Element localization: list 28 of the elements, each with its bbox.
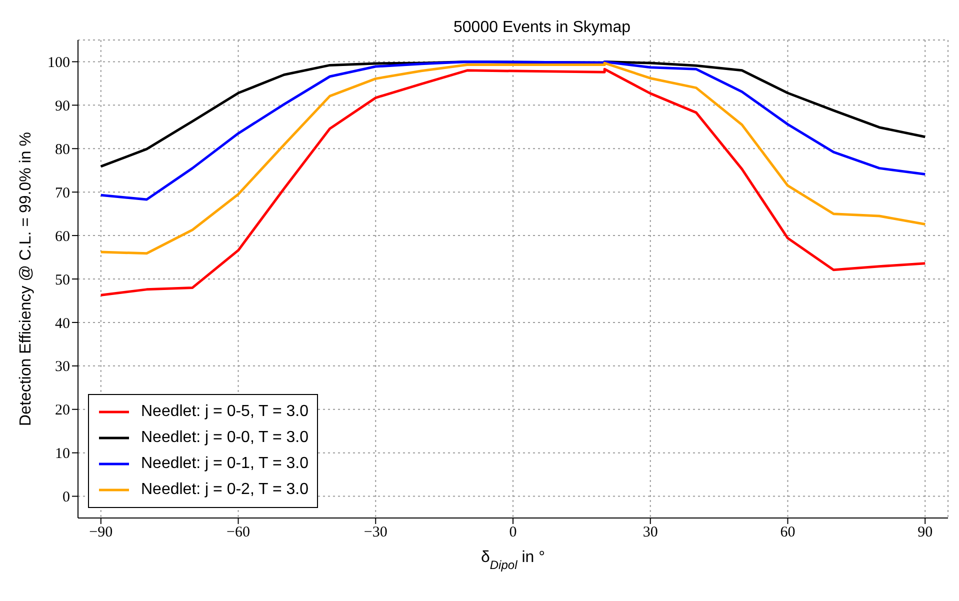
- y-tick-label: 60: [55, 228, 70, 245]
- y-tick-label: 80: [55, 142, 70, 158]
- legend-label: Needlet: j = 0-5, T = 3.0: [141, 403, 309, 421]
- y-tick-label: 10: [55, 446, 70, 462]
- x-tick-label: 30: [642, 524, 658, 541]
- y-tick-label: 100: [48, 55, 70, 72]
- x-tick-label: −30: [364, 524, 388, 541]
- y-tick-label: 50: [55, 272, 70, 288]
- x-tick-label: 0: [509, 524, 517, 541]
- x-axis-title: δ$_{Dipol}$ in °: [480, 549, 546, 572]
- legend-label: Needlet: j = 0-2, T = 3.0: [141, 481, 309, 499]
- x-tick-label: 60: [780, 524, 796, 541]
- line-series: [100, 68, 926, 296]
- x-tick-label: −60: [226, 524, 250, 541]
- line-series: [100, 60, 926, 201]
- legend-label: Needlet: j = 0-0, T = 3.0: [141, 429, 309, 447]
- y-tick-label: 40: [55, 316, 70, 332]
- y-tick-label: 90: [55, 98, 70, 115]
- chart-title: 50000 Events in Skymap: [454, 19, 631, 36]
- legend-label: Needlet: j = 0-1, T = 3.0: [141, 455, 309, 473]
- y-tick-label: 70: [55, 185, 70, 202]
- y-tick-label: 20: [55, 402, 70, 419]
- y-tick-label: 0: [62, 490, 70, 506]
- line-series: [100, 62, 926, 255]
- y-tick-label: 30: [55, 359, 70, 376]
- x-tick-label: 90: [918, 524, 933, 541]
- y-axis-title: Detection Efficiency @ C.L. = 99.0% in %: [18, 132, 35, 426]
- x-tick-label: −90: [89, 524, 113, 541]
